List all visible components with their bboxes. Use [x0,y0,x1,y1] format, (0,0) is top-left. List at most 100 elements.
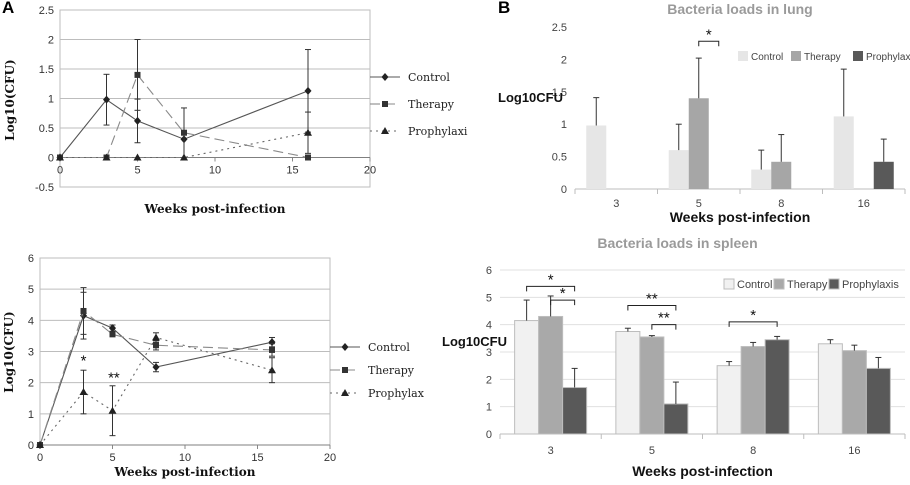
b_spleen-significance-bracket [728,321,778,327]
b_spleen-bar [615,331,641,435]
b_spleen-bar [663,403,689,435]
b_lung-ytick-label: 2 [561,54,567,66]
a_spleen-ytick-label: 3 [28,347,34,359]
a_lung-xtick-label: 0 [57,165,63,177]
b_lung-bar [688,98,709,189]
b_spleen-y-axis-label: Log10CFU [442,334,507,349]
a_lung-data-point [56,153,64,161]
b_lung-title: Bacteria loads in lung [667,1,812,17]
a_lung-legend-label: Control [408,71,450,84]
a_lung-data-point [181,129,187,136]
a_lung-xtick-label: 5 [134,165,140,177]
b_spleen-significance-bracket [651,324,677,330]
b_lung-significance-bracket [698,40,720,47]
a_spleen-ytick-label: 2 [28,378,34,390]
a_spleen-ytick-label: 6 [28,253,34,265]
b_lung-ytick-label: 1.5 [552,87,567,99]
b_spleen-ytick-label: 2 [486,374,492,386]
b_lung-legend-swatch [738,51,748,61]
b_lung-legend-label: Control [751,52,783,63]
b_lung-bar [771,161,792,189]
b_spleen-significance-bracket [526,285,576,292]
a_lung-series-line [60,132,309,159]
a_lung-y-axis-label: Log10(CFU) [3,59,17,140]
b_lung-bar [833,116,854,189]
a_lung-data-point [134,116,141,125]
b_spleen-ytick-label: 3 [486,347,492,359]
a_lung-data-point [102,153,111,161]
b_spleen-legend-swatch [828,278,840,290]
b_spleen-significance-label: ** [658,310,670,327]
a_spleen-xtick-label: 20 [324,452,336,464]
a_spleen-data-point [268,366,276,374]
a_spleen-data-point [152,363,160,372]
a_lung-data-point [305,154,311,161]
b_spleen-significance-bracket [627,305,677,311]
a_spleen-ytick-label: 0 [28,440,34,452]
a_lung-legend-marker [381,127,389,134]
b_lung-ytick-label: 2.5 [552,22,567,34]
a_spleen-legend-label: Therapy [368,364,415,377]
a_spleen-ytick-label: 4 [28,315,34,327]
b_lung-x-axis-label: Weeks post-infection [670,209,811,225]
a_spleen-series-line [39,336,273,446]
panel-label-a: A [2,0,15,17]
b_spleen-bar [764,339,790,435]
b_spleen-legend-label: Therapy [787,279,828,291]
a_lung-legend-label: Therapy [408,98,455,111]
a_spleen-legend-label: Control [368,341,410,354]
b_spleen-bar [716,365,742,435]
b_lung-category-label: 16 [858,198,870,210]
a_lung-ytick-label: 0.5 [39,123,54,135]
a_spleen-data-point [80,307,87,314]
panel-label-b: B [498,0,511,17]
b_spleen-bar [538,315,564,435]
a_lung-data-point [133,153,142,161]
a_lung-data-point [304,86,312,95]
b_lung-legend-swatch [853,51,863,61]
a_lung-ytick-label: 2 [48,35,54,47]
b_lung-ytick-label: 0 [561,184,567,196]
a_lung-legend-label: Prophylaxi [408,125,468,138]
b_spleen-bar [562,387,588,435]
a_lung-data-point [134,71,141,78]
a_spleen-xtick-label: 0 [37,452,43,464]
b_lung-legend-swatch [791,51,801,61]
a_lung-xtick-label: 10 [209,165,221,177]
a_lung-ytick-label: 1.5 [39,64,54,76]
b_spleen-ytick-label: 1 [486,402,492,414]
b_spleen-bar [865,367,891,435]
b_spleen-significance-bracket [550,299,576,306]
a_spleen-legend-marker [341,389,349,396]
b_spleen-ytick-label: 5 [486,292,492,304]
a_spleen-xtick-label: 15 [251,452,263,464]
a_spleen-data-point [79,388,88,396]
b_spleen-title: Bacteria loads in spleen [597,235,757,251]
a_spleen-data-point [36,441,44,448]
b_lung-legend-label: Therapy [804,52,841,63]
a_spleen-x-axis-label: Weeks post-infection [114,465,256,479]
a_spleen-data-point [153,342,159,349]
b_lung-legend-label: Prophylaxis [866,52,910,63]
b_lung-bar [586,125,607,189]
a_lung-legend-marker [381,73,389,81]
a_spleen-data-point [152,333,160,341]
b_spleen-bar [514,320,540,435]
b_spleen-x-axis-label: Weeks post-infection [632,463,773,479]
b_spleen-bar [639,336,665,435]
b_lung-ytick-label: 1 [561,119,567,131]
b_lung-bar [751,169,772,189]
b_spleen-legend-swatch [773,278,785,290]
a_spleen-legend-label: Prophylax [368,387,425,400]
b_spleen-legend-swatch [723,278,735,290]
b_spleen-category-label: 5 [649,445,655,457]
b_lung-significance-label: * [706,26,712,43]
a_spleen-series-line [39,310,273,446]
b_spleen-bar [740,346,766,435]
b_spleen-ytick-label: 6 [486,265,492,277]
a_lung-ytick-label: 1 [48,94,54,106]
b_spleen-significance-label: ** [646,291,658,308]
a_lung-data-point [103,95,110,104]
a_lung-data-point [180,153,188,161]
b_spleen-ytick-label: 4 [486,320,492,332]
